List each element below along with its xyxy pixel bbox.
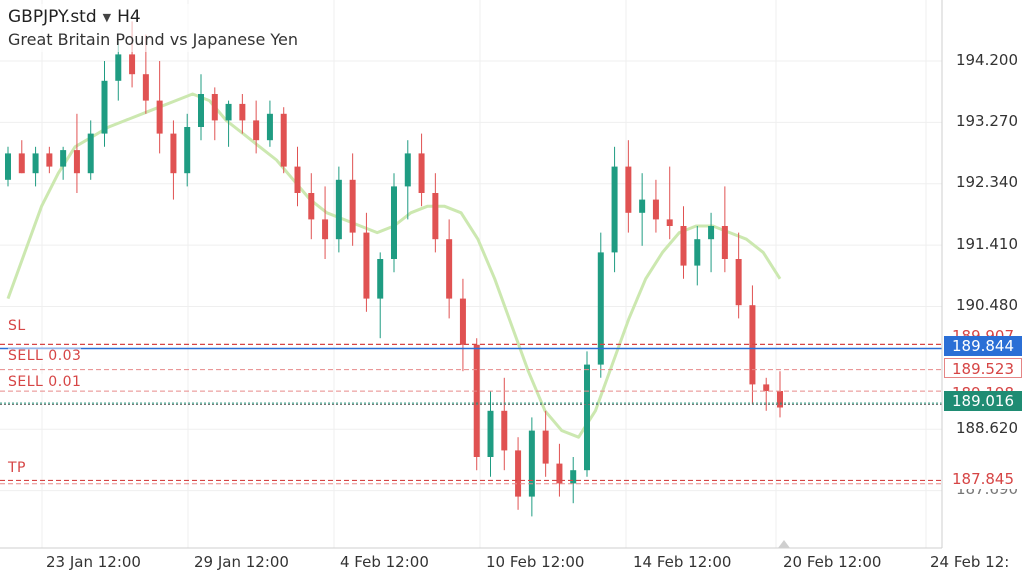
time-tick: 23 Jan 12:00: [46, 553, 141, 571]
tp-label[interactable]: TP: [8, 460, 26, 476]
candle-body: [708, 226, 715, 240]
sell-order-price-badge-1: 189.523: [944, 358, 1022, 378]
time-tick: 4 Feb 12:00: [340, 553, 429, 571]
sell-order-label-2[interactable]: SELL 0.01: [8, 374, 82, 390]
ask-price-badge: 189.016: [944, 391, 1022, 411]
candle-body: [32, 153, 39, 174]
price-tick: 188.620: [955, 419, 1018, 437]
candle-body: [735, 259, 742, 306]
candle-body: [694, 239, 701, 266]
time-tick: 14 Feb 12:00: [633, 553, 732, 571]
candle-body: [335, 179, 342, 240]
candle-body: [487, 410, 494, 457]
chart-grid: [0, 0, 942, 548]
candle-body: [680, 226, 687, 266]
candle-body: [542, 430, 549, 464]
candle-body: [377, 259, 384, 299]
candle-body: [129, 54, 136, 75]
chart-header: GBPJPY.std ▼ H4 Great Britain Pound vs J…: [8, 4, 299, 52]
candle-body: [515, 450, 522, 497]
sell-order-label-1[interactable]: SELL 0.03: [8, 348, 82, 364]
candle-body: [597, 252, 604, 365]
candle-body: [73, 150, 80, 174]
time-tick: 20 Feb 12:00: [783, 553, 882, 571]
candle-body: [308, 193, 315, 220]
price-tick: 193.270: [955, 112, 1018, 130]
price-tick: 191.410: [955, 235, 1018, 253]
candle-body: [280, 113, 287, 167]
symbol-description: Great Britain Pound vs Japanese Yen: [8, 30, 299, 49]
candle-body: [239, 103, 246, 121]
candle-body: [60, 150, 67, 167]
candles: [5, 21, 783, 517]
candle-body: [170, 133, 177, 174]
price-tick: 194.200: [955, 51, 1018, 69]
candle-body: [142, 74, 149, 101]
candle-body: [322, 219, 329, 240]
candle-body: [528, 430, 535, 497]
scroll-marker-icon[interactable]: [778, 540, 790, 548]
candle-body: [639, 199, 646, 213]
candle-body: [777, 391, 783, 408]
candle-body: [253, 120, 260, 141]
candle-body: [198, 94, 204, 127]
sl-label[interactable]: SL: [8, 318, 26, 334]
candle-body: [5, 153, 11, 180]
candle-body: [18, 153, 25, 174]
trade-levels: [0, 343, 942, 485]
candle-body: [101, 80, 108, 134]
timeframe-label[interactable]: H4: [117, 7, 141, 27]
candle-body: [363, 232, 370, 299]
candle-body: [211, 94, 218, 121]
candle-body: [584, 364, 590, 471]
candle-body: [721, 226, 728, 259]
candle-body: [473, 344, 480, 457]
candle-body: [418, 153, 425, 193]
candle-body: [625, 166, 632, 213]
candle-body: [404, 153, 411, 187]
candle-body: [266, 113, 273, 141]
time-tick: 10 Feb 12:00: [486, 553, 585, 571]
time-tick: 29 Jan 12:00: [194, 553, 289, 571]
candle-body: [156, 100, 163, 134]
symbol-name[interactable]: GBPJPY.std: [8, 7, 97, 27]
bid-price-badge: 189.844: [944, 336, 1022, 356]
candle-body: [501, 410, 508, 451]
candle-body: [87, 133, 94, 174]
candle-body: [184, 127, 191, 174]
candle-body: [391, 186, 397, 259]
candle-body: [556, 463, 563, 484]
time-tick: 24 Feb 12:: [930, 553, 1010, 571]
candle-body: [763, 384, 770, 391]
candle-body: [652, 199, 659, 220]
price-tick: 192.340: [955, 173, 1018, 191]
candle-body: [446, 239, 453, 299]
candle-body: [115, 54, 122, 81]
candle-body: [666, 219, 673, 226]
price-tick: 190.480: [955, 296, 1018, 314]
candle-body: [294, 166, 301, 193]
candle-body: [459, 298, 466, 345]
tp-price-badge: 187.845: [944, 469, 1022, 489]
candle-body: [611, 166, 618, 253]
candle-body: [349, 179, 356, 233]
candle-body: [570, 470, 577, 484]
chevron-down-icon[interactable]: ▼: [102, 10, 112, 24]
candle-body: [432, 193, 439, 240]
candle-body: [46, 153, 53, 167]
candle-body: [225, 103, 232, 121]
